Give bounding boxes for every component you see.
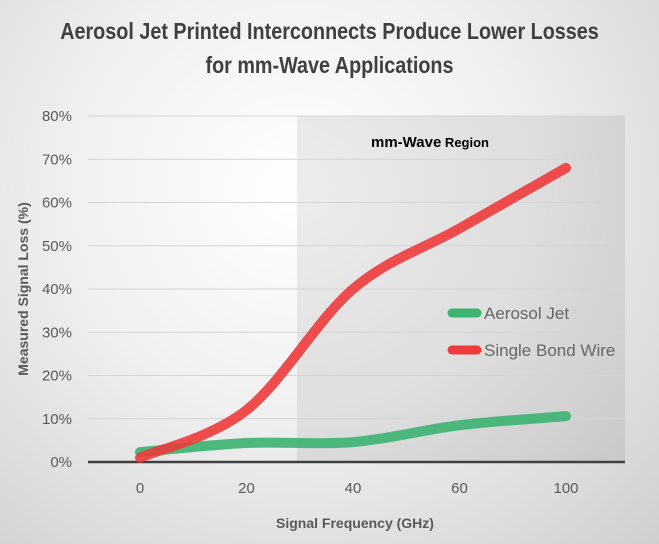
chart-title-line-1: Aerosol Jet Printed Interconnects Produc… (60, 18, 599, 44)
y-tick-label: 30% (42, 324, 72, 341)
y-tick-label: 50% (42, 238, 72, 255)
x-tick-label: 60 (451, 480, 468, 497)
y-tick-label: 40% (42, 281, 72, 298)
legend-label: Single Bond Wire (484, 341, 615, 360)
x-tick-label: 0 (136, 480, 144, 497)
y-tick-label: 80% (42, 108, 72, 125)
x-tick-label: 100 (553, 480, 578, 497)
y-tick-label: 20% (42, 368, 72, 385)
mm-wave-region-label: mm-Wave Region (371, 134, 489, 151)
y-tick-label: 10% (42, 411, 72, 428)
legend-label: Aerosol Jet (484, 304, 569, 323)
y-tick-label: 60% (42, 195, 72, 212)
chart-title-line-2: for mm-Wave Applications (205, 52, 454, 78)
y-tick-label: 0% (50, 454, 72, 471)
x-tick-label: 40 (345, 480, 362, 497)
y-tick-label: 70% (42, 151, 72, 168)
chart-title: Aerosol Jet Printed Interconnects Produc… (46, 14, 613, 82)
x-tick-label: 20 (238, 480, 255, 497)
y-axis-label: Measured Signal Loss (%) (15, 202, 31, 375)
x-axis-label: Signal Frequency (GHz) (276, 515, 434, 531)
